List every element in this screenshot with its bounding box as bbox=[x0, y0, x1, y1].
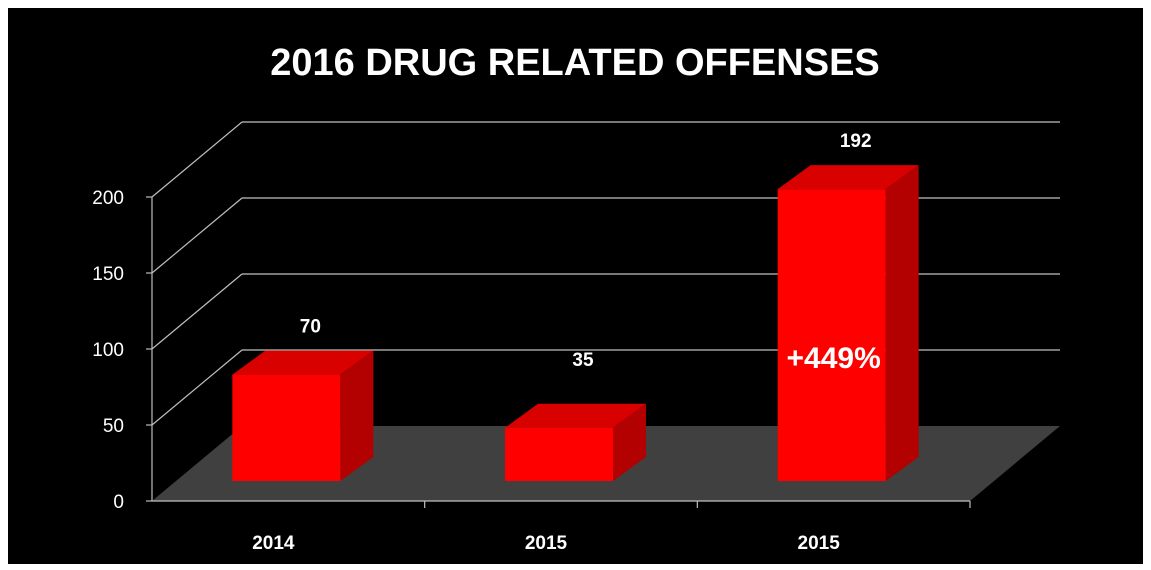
bar-front bbox=[505, 427, 613, 481]
gridline-side bbox=[151, 197, 243, 274]
bar-chart: 2016 DRUG RELATED OFFENSES 0 50 100 150 200 7… bbox=[92, 42, 1060, 554]
bar-0 bbox=[232, 350, 374, 481]
labels: 0 50 100 150 200 70 2014 35 2015 192 2015 +449% bbox=[92, 131, 880, 554]
x-tick-label: 2014 bbox=[252, 533, 295, 554]
y-tick-label: 200 bbox=[92, 188, 124, 209]
bar-annotation: +449% bbox=[787, 342, 881, 375]
bar-side bbox=[885, 165, 919, 481]
gridline-side bbox=[151, 121, 243, 198]
data-label: 35 bbox=[572, 350, 594, 371]
bar-front bbox=[232, 374, 341, 481]
y-tick-label: 0 bbox=[113, 492, 124, 513]
axes bbox=[146, 196, 971, 508]
chart-title: 2016 DRUG RELATED OFFENSES bbox=[270, 42, 880, 84]
bars bbox=[232, 165, 919, 481]
gridline-side bbox=[151, 349, 243, 426]
gridlines bbox=[151, 121, 1060, 426]
chart-frame: 2016 DRUG RELATED OFFENSES 0 50 100 150 200 7… bbox=[8, 8, 1143, 564]
data-label: 70 bbox=[300, 317, 321, 338]
bar-2 bbox=[777, 165, 919, 481]
bar-front bbox=[777, 189, 886, 481]
y-tick-label: 50 bbox=[103, 416, 124, 437]
data-label: 192 bbox=[840, 131, 872, 152]
bar-side bbox=[613, 403, 646, 481]
bar-top bbox=[232, 350, 374, 375]
y-tick-label: 150 bbox=[92, 264, 124, 285]
bar-top bbox=[777, 165, 919, 190]
bar-1 bbox=[505, 403, 646, 481]
y-tick-label: 100 bbox=[92, 340, 124, 361]
bar-side bbox=[340, 350, 374, 481]
bar-top bbox=[505, 403, 646, 428]
x-tick-label: 2015 bbox=[525, 533, 568, 554]
x-tick-label: 2015 bbox=[798, 533, 841, 554]
gridline-side bbox=[151, 273, 243, 350]
